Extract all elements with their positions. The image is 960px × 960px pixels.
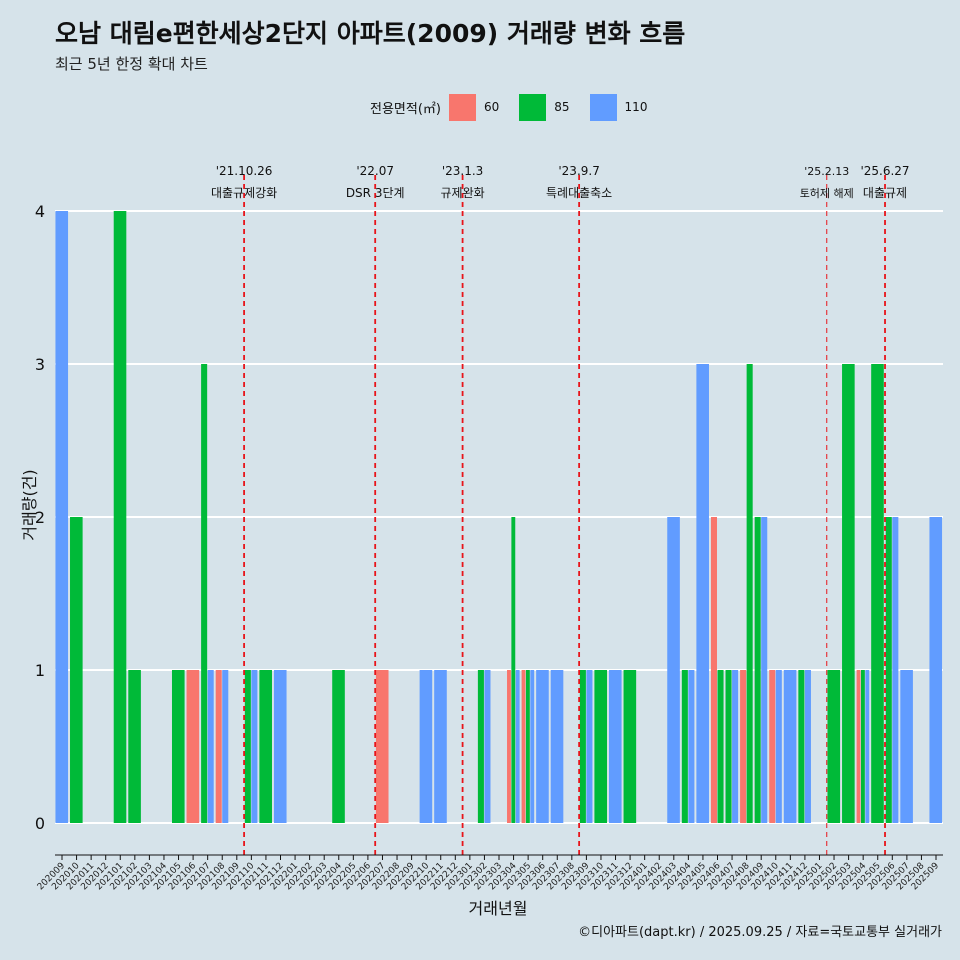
bar-110-202108 [222,670,229,823]
event-date-label: '21.10.26 [216,164,273,178]
bar-85-202404 [681,670,688,823]
bar-85-202502 [827,670,841,823]
y-tick-label: 4 [35,202,45,221]
bar-85-202412 [798,670,805,823]
bar-85-202406 [717,670,724,823]
chart-subtitle: 최근 5년 한정 확대 차트 [55,55,208,73]
event-name-label: 특례대출축소 [546,186,612,200]
event-date-label: '22.07 [356,164,394,178]
legend-swatch-60 [448,93,476,121]
event-date-label: '23.1.3 [442,164,483,178]
legend-label-110: 110 [624,100,648,114]
bar-110-202412 [804,670,811,823]
legend-label-85: 85 [554,100,570,114]
y-tick-label: 1 [35,661,45,680]
event-name-label: 토허제 해제 [800,186,854,200]
event-name-label: DSR 3단계 [346,186,405,200]
bar-110-202210 [419,670,433,823]
legend-swatch-85 [519,93,547,121]
bar-110-202107 [207,670,214,823]
event-name-label: 규제완화 [441,186,485,200]
bar-85-202310 [594,670,608,823]
y-tick-label: 3 [35,355,45,374]
legend-label-60: 60 [483,100,500,114]
bar-110-202409 [761,517,768,823]
bar-110-202211 [434,670,447,823]
bar-110-202307 [550,670,564,823]
bar-85-202312 [623,670,637,823]
event-date-label: '25.6.27 [860,164,909,178]
bar-85-202506 [885,517,892,823]
bar-60-202305 [521,670,526,823]
bar-110-202112 [273,670,287,823]
bar-110-202311 [608,670,622,823]
event-date-label: '23.9.7 [558,164,599,178]
bar-110-202407 [732,670,739,823]
bar-110-202506 [892,517,899,823]
bar-110-202304 [515,670,520,823]
bars [55,211,943,823]
y-axis: 0 1 2 3 4 [35,202,45,833]
legend-swatch-110 [589,93,617,121]
bar-110-202309 [586,670,593,823]
bar-60-202106 [186,670,200,823]
bar-85-202408 [746,364,753,823]
bar-85-202503 [842,364,855,823]
bar-60-202207 [375,670,389,823]
bar-85-202505 [871,364,884,823]
bar-85-202101 [113,211,127,823]
bar-85-202407 [725,670,732,823]
bar-85-202010 [70,517,83,823]
bar-60-202406 [710,517,717,823]
bar-110-202411 [783,670,797,823]
y-tick-label: 0 [35,814,45,833]
bar-85-202105 [171,670,185,823]
bar-110-202009 [55,211,69,823]
bar-110-202405 [696,364,709,823]
bar-85-202204 [332,670,345,823]
bar-85-202111 [259,670,272,823]
bar-60-202304 [507,670,511,823]
bar-85-202102 [128,670,141,823]
legend: 전용면적(㎡) 60 85 110 [370,93,667,121]
bar-60-202410 [769,670,776,823]
bar-85-202309 [579,670,586,823]
x-axis: 2020092020102020112020122021012021022021… [36,854,943,892]
event-date-label: '25.2.13 [804,165,849,178]
chart-title: 오남 대림e편한세상2단지 아파트(2009) 거래량 변화 흐름 [55,19,686,48]
bar-85-202107 [201,364,208,823]
bar-110-202507 [900,670,913,823]
bar-110-202302 [484,670,491,823]
bar-85-202305 [525,670,530,823]
bar-85-202304 [511,517,516,823]
bar-110-202410 [775,670,782,823]
bar-60-202504 [856,670,861,823]
bar-110-202504 [865,670,870,823]
event-name-label: 대출규제 [863,186,907,200]
y-axis-title: 거래량(건) [20,469,39,540]
y-tick-label: 2 [35,508,45,527]
bar-110-202306 [536,670,549,823]
bar-60-202408 [740,670,747,823]
bar-85-202302 [477,670,484,823]
bar-110-202305 [530,670,535,823]
source-caption: ©디아파트(dapt.kr) / 2025.09.25 / 자료=국토교통부 실… [578,925,942,940]
bar-85-202409 [754,517,761,823]
event-lines: '21.10.26 대출규제강화 '22.07 DSR 3단계 '23.1.3 규제완화 '… [211,164,910,855]
bar-110-202404 [688,670,695,823]
x-axis-title: 거래년월 [469,899,528,918]
event-name-label: 대출규제강화 [211,186,277,200]
legend-title: 전용면적(㎡) [370,101,441,117]
bar-85-202504 [860,670,865,823]
bar-60-202108 [215,670,222,823]
bar-110-202110 [251,670,258,823]
bar-110-202403 [667,517,680,823]
bar-85-202110 [244,670,251,823]
bar-110-202509 [929,517,943,823]
